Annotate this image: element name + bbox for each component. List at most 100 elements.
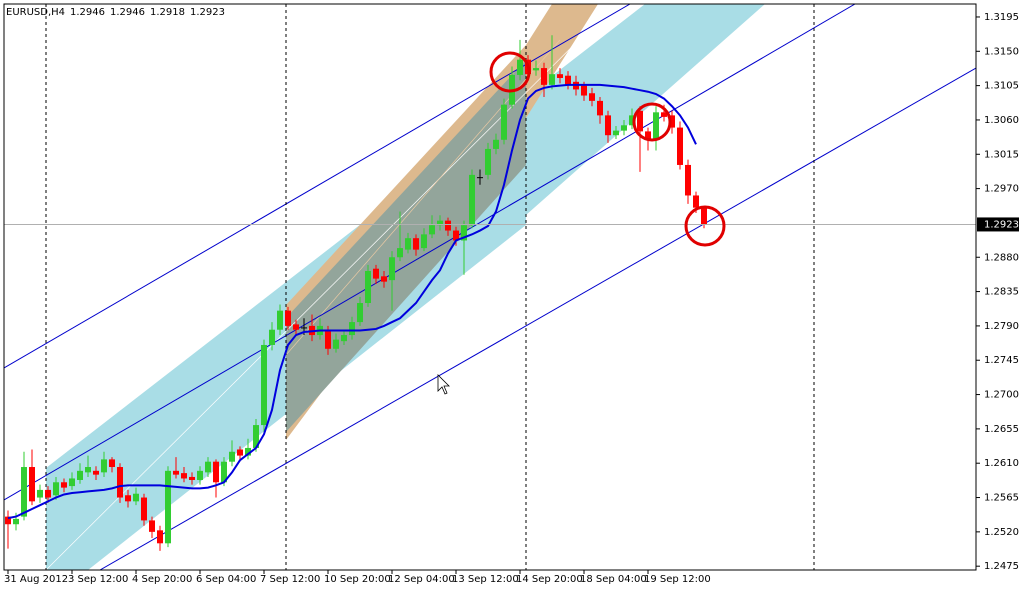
y-tick-label: 1.3150 (984, 46, 1019, 57)
candle-body (477, 177, 483, 179)
channel-line (99, 67, 976, 570)
plot-area (5, 35, 707, 551)
x-tick-label: 7 Sep 12:00 (260, 574, 320, 585)
candle-body (141, 497, 147, 521)
candle-body (45, 489, 51, 498)
candle-body (461, 225, 467, 241)
candle-body (381, 276, 387, 282)
candle-body (693, 195, 699, 208)
candle-body (493, 139, 499, 149)
candle-body (189, 476, 195, 480)
candle-body (277, 310, 283, 330)
candle-body (197, 470, 203, 480)
candle-body (445, 220, 451, 231)
header-close: 1.2923 (190, 7, 225, 18)
x-tick-label: 6 Sep 04:00 (196, 574, 256, 585)
channel-midline (45, 4, 616, 570)
candle-body (253, 425, 259, 448)
candle-body (165, 470, 171, 544)
moving-average-line (7, 83, 697, 520)
y-tick-label: 1.2520 (984, 527, 1019, 538)
plot-border (3, 3, 977, 571)
header-high: 1.2946 (110, 7, 145, 18)
y-tick-label: 1.2655 (984, 424, 1019, 435)
candle-body (301, 327, 307, 329)
candle-body (269, 329, 275, 345)
candle-body (389, 257, 395, 281)
candle-body (357, 303, 363, 323)
candle-body (21, 467, 27, 517)
x-tick-label: 14 Sep 20:00 (516, 574, 583, 585)
candle-body (501, 104, 507, 140)
candle-body (605, 115, 611, 136)
candle-body (293, 324, 299, 330)
candle-body (77, 470, 83, 480)
candle-body (645, 131, 651, 140)
y-tick-label: 1.2790 (984, 321, 1019, 332)
candle-body (581, 85, 587, 96)
candle-body (229, 451, 235, 462)
candle-body (565, 75, 571, 85)
candle-body (117, 467, 123, 498)
header-open: 1.2946 (70, 7, 105, 18)
symbol-label: EURUSD,H4 (6, 7, 65, 18)
annotation-circle (632, 102, 672, 142)
candle-body (437, 220, 443, 226)
candle-body (541, 68, 547, 85)
header-low: 1.2918 (150, 7, 185, 18)
candle-body (285, 310, 291, 326)
y-tick-label: 1.2610 (984, 458, 1019, 469)
candle-body (237, 449, 243, 456)
candle-body (485, 148, 491, 175)
candle-body (701, 206, 707, 225)
candle-body (221, 461, 227, 483)
y-tick-label: 1.2970 (984, 184, 1019, 195)
candle-body (589, 93, 595, 101)
candle-body (101, 459, 107, 473)
candle-body (13, 518, 19, 525)
y-tick-label: 1.3015 (984, 149, 1019, 160)
candle-body (181, 473, 187, 479)
candle-body (405, 238, 411, 250)
candle-body (133, 493, 139, 502)
y-tick-label: 1.2745 (984, 355, 1019, 366)
candle-body (373, 268, 379, 279)
candle-body (37, 489, 43, 498)
candle-body (341, 335, 347, 342)
annotation-circle (489, 51, 531, 93)
candle-body (429, 225, 435, 235)
candle-body (669, 115, 675, 128)
x-tick-label: 4 Sep 20:00 (132, 574, 192, 585)
candle-body (61, 482, 67, 488)
candle-body (149, 520, 155, 532)
candle-body (653, 112, 659, 140)
x-tick-label: 10 Sep 20:00 (324, 574, 391, 585)
candle-body (549, 74, 555, 85)
y-tick-label: 1.2880 (984, 252, 1019, 263)
candle-body (245, 447, 251, 456)
candle-body (93, 470, 99, 475)
channel-line (4, 4, 856, 501)
candle-body (213, 461, 219, 483)
annotations (437, 51, 726, 395)
x-tick-label: 12 Sep 04:00 (388, 574, 455, 585)
candle-body (333, 339, 339, 349)
x-tick-label: 31 Aug 2012 (4, 574, 68, 585)
current-price-box (977, 217, 1019, 232)
candle-body (69, 478, 75, 487)
candle-body (661, 112, 667, 117)
candle-body (621, 125, 627, 131)
y-tick-label: 1.2565 (984, 493, 1019, 504)
candle-body (173, 470, 179, 475)
candle-body (421, 234, 427, 249)
candle-body (397, 248, 403, 258)
candle-body (53, 482, 59, 496)
candle-body (261, 344, 267, 426)
candle-body (453, 230, 459, 241)
x-tick-label: 19 Sep 12:00 (644, 574, 711, 585)
axes: 1.3195 1.3150 1.3105 1.3060 1.3015 1.2970 1.28… (4, 12, 1019, 585)
x-tick-label: 18 Sep 04:00 (580, 574, 647, 585)
current-price-label: 1.2923 (984, 219, 1019, 230)
y-tick-label: 1.3195 (984, 12, 1019, 23)
candle-body (597, 100, 603, 116)
